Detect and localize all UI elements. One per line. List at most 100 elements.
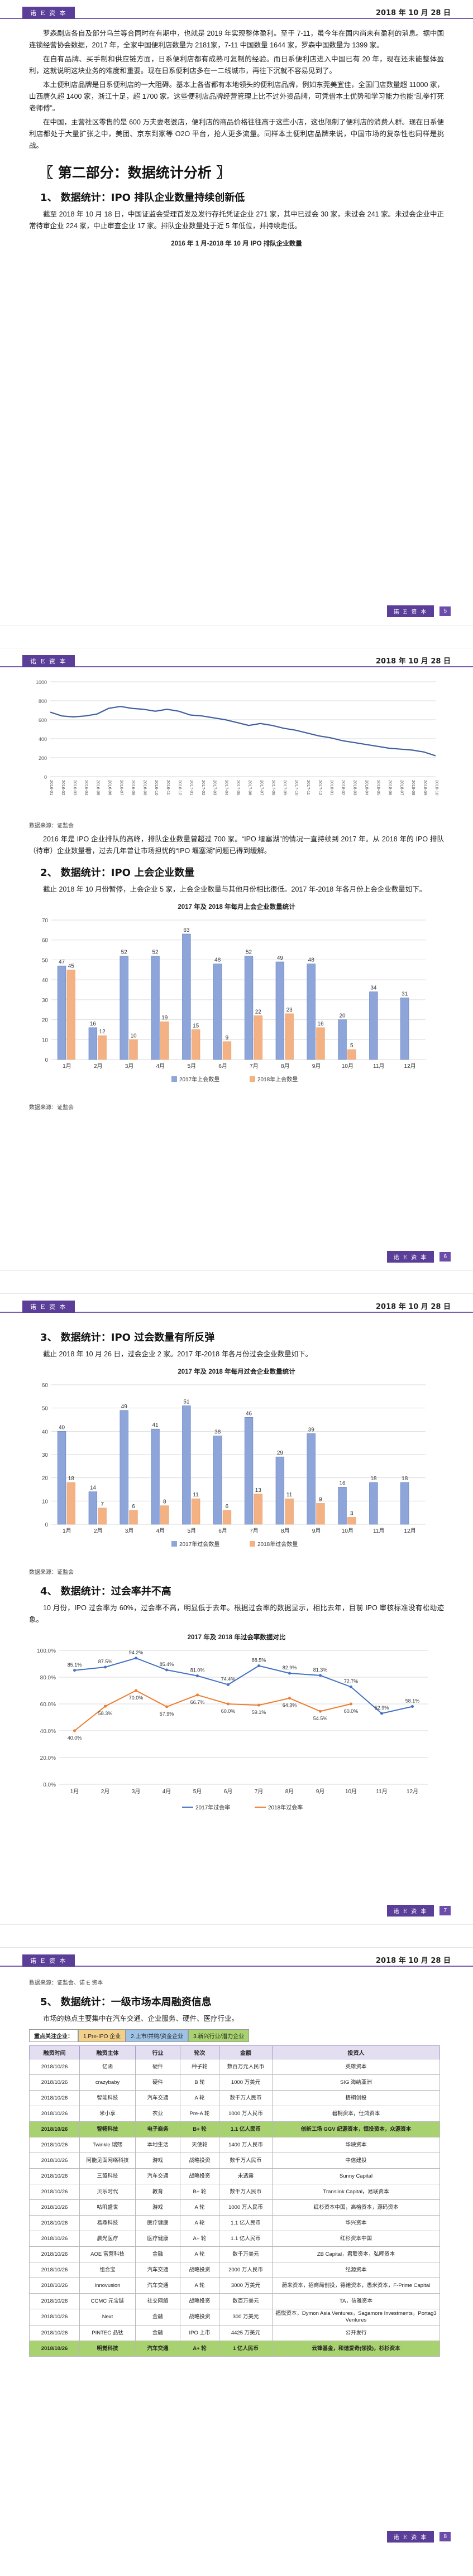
x-tick-label: 2016-11 <box>166 780 171 795</box>
col-company: 融资主体 <box>79 2045 136 2059</box>
x-tick-label: 2016-03 <box>73 780 78 796</box>
bar <box>244 1417 254 1525</box>
table-cell: 红杉资本中国，高榕资本，源码资本 <box>272 2199 440 2216</box>
data-point <box>73 1729 76 1732</box>
bar <box>275 961 285 1060</box>
header-date: 2018 年 10 月 28 日 <box>376 1957 451 1965</box>
table-cell: 1 亿人民币 <box>219 2341 273 2357</box>
page-gap <box>0 1270 473 1294</box>
table-cell: 咕叽盛世 <box>79 2199 136 2216</box>
table-row: 2018/10/26 Next 金融 战略投资 300 万美元 福悦资本，Dymon As… <box>29 2309 440 2325</box>
x-tick-label: 2016-06 <box>108 780 113 796</box>
data-label: 31 <box>402 991 408 997</box>
table-cell: 福悦资本，Dymon Asia Ventures，Sagamore Invest… <box>272 2309 440 2325</box>
data-label: 60.0% <box>344 1708 359 1714</box>
table-cell: 1000 万美元 <box>219 2074 273 2091</box>
table-cell: PINTEC 品钛 <box>79 2325 136 2341</box>
table-cell: A 轮 <box>180 2215 219 2231</box>
data-point <box>135 1689 137 1692</box>
table-cell: 硬件 <box>135 2059 180 2075</box>
table-cell: 汽车交通 <box>135 2278 180 2294</box>
x-tick-label: 2016-12 <box>178 780 183 796</box>
x-tick-label: 2016-07 <box>119 780 124 796</box>
data-label: 81.0% <box>190 1668 205 1673</box>
table-row: 2018/10/26 组合宝 汽车交通 战略投资 2000 万人民币 纪源资本 <box>29 2262 440 2278</box>
bar <box>285 1013 294 1060</box>
table-cell: 2000 万人民币 <box>219 2262 273 2278</box>
legend-label: 2018年过会率 <box>268 1804 303 1811</box>
data-point <box>411 1705 414 1708</box>
x-tick-label: 9月 <box>316 1788 325 1795</box>
table-body: 2018/10/26 亿函 硬件 种子轮 数百万元人民币 英雄资本 2018/10/26 cr… <box>29 2059 440 2357</box>
table-cell: 中信建投 <box>272 2153 440 2169</box>
x-tick-label: 2017-12 <box>318 780 323 796</box>
data-label: 72.7% <box>344 1679 359 1684</box>
table-cell: A+ 轮 <box>180 2231 219 2247</box>
bar <box>307 1433 316 1525</box>
table-cell: CCMC 元宝链 <box>79 2293 136 2309</box>
table-cell: 汽车交通 <box>135 2090 180 2106</box>
legend-label: 2017年过会数量 <box>179 1540 219 1548</box>
x-tick-label: 6月 <box>218 1063 227 1070</box>
footer-logo: 诺 E 资 本 <box>386 1905 434 1917</box>
data-point <box>350 1686 352 1689</box>
x-tick-label: 9月 <box>312 1063 321 1070</box>
x-tick-label: 2月 <box>94 1063 103 1070</box>
y-tick-label: 60.0% <box>40 1702 56 1708</box>
bar <box>316 1027 325 1060</box>
ipo-queue-line-chart: 0 200 400 600 800 1000 2016-01 2016-02 2016-03 20… <box>36 680 439 796</box>
table-row: 2018/10/26 PINTEC 品钛 金融 IPO 上市 4425 万美元 公开发行 <box>29 2325 440 2341</box>
bar <box>66 1482 75 1525</box>
y-tick-label: 0.0% <box>43 1782 56 1788</box>
chart-title: 2017 年及 2018 年过会率数据对比 <box>187 1634 286 1641</box>
page-number: 6 <box>439 1252 451 1261</box>
x-tick-label: 5月 <box>187 1063 196 1070</box>
table-cell: Next <box>79 2309 136 2325</box>
brand-logo: 诺 E 资 本 <box>22 1954 75 1967</box>
y-tick-label: 20 <box>42 1476 49 1482</box>
data-label: 85.1% <box>68 1662 82 1668</box>
source-note: 数据来源：证监会 <box>29 823 74 829</box>
bar <box>369 991 378 1060</box>
page-header: 诺 E 资 本 2018 年 10 月 28 日 <box>0 648 473 667</box>
x-tick-label: 8月 <box>281 1063 290 1070</box>
x-tick-label: 4月 <box>156 1528 165 1534</box>
table-cell: 教育 <box>135 2184 180 2200</box>
paragraph: 截止 2018 年 10 月 26 日，过会企业 2 家。2017 年-2018… <box>43 1350 313 1358</box>
paragraph: 在中国，主营社区零售的是 600 万夫妻老婆店，便利店的商品价格往往高于这些小店… <box>29 118 444 150</box>
bar <box>129 1039 138 1060</box>
section-title: 2、 数据统计：IPO 上会企业数量 <box>40 867 195 879</box>
page-header: 诺 E 资 本 2018 年 10 月 28 日 <box>0 1948 473 1967</box>
bar <box>254 1494 262 1525</box>
y-tick-label: 400 <box>39 736 47 742</box>
table-header-row: 融资时间 融资主体 行业 轮次 金额 投资人 <box>29 2045 440 2059</box>
bar <box>369 1482 378 1525</box>
x-tick-label: 2018-05 <box>376 780 381 796</box>
legend-swatch <box>250 1076 255 1082</box>
table-cell: 智畅科技 <box>79 2121 136 2137</box>
table-cell: 2018/10/26 <box>29 2074 80 2091</box>
data-label: 54.5% <box>313 1716 328 1721</box>
x-tick-label: 12月 <box>404 1528 416 1534</box>
y-tick-label: 100.0% <box>37 1648 56 1654</box>
x-tick-label: 2018-06 <box>388 780 393 796</box>
table-cell: B+ 轮 <box>180 2121 219 2137</box>
data-label: 11 <box>193 1492 199 1498</box>
y-tick-label: 80.0% <box>40 1675 56 1681</box>
header-date: 2018 年 10 月 28 日 <box>376 1303 451 1311</box>
table-cell: 医疗健康 <box>135 2231 180 2247</box>
y-tick-label: 50 <box>42 957 49 964</box>
y-tick-label: 60 <box>42 1383 49 1389</box>
data-label: 52 <box>152 949 159 955</box>
legend-label: 2017年过会率 <box>195 1804 230 1811</box>
x-tick-label: 2018-03 <box>353 780 358 796</box>
table-cell: 金融 <box>135 2325 180 2341</box>
x-tick-label: 10月 <box>342 1063 353 1070</box>
table-row: 2018/10/26 三盟科技 汽车交通 战略投资 未透露 Sunny Capital <box>29 2168 440 2184</box>
chart-title: 2017 年及 2018 年每月过会企业数量统计 <box>178 1369 295 1375</box>
x-tick-label: 4月 <box>163 1788 171 1795</box>
legend-swatch <box>171 1076 177 1082</box>
x-tick-label: 3月 <box>132 1788 141 1795</box>
data-label: 51 <box>183 1399 190 1405</box>
